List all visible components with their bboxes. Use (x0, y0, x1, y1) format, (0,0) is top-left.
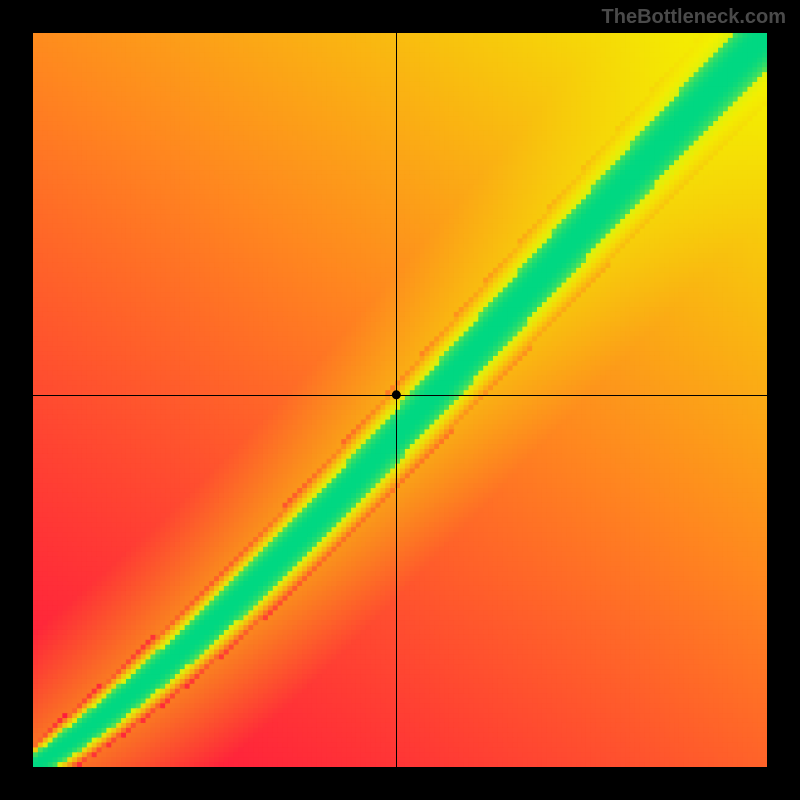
watermark-text: TheBottleneck.com (602, 6, 786, 29)
heatmap-canvas (33, 33, 767, 767)
chart-container: TheBottleneck.com (0, 0, 800, 800)
